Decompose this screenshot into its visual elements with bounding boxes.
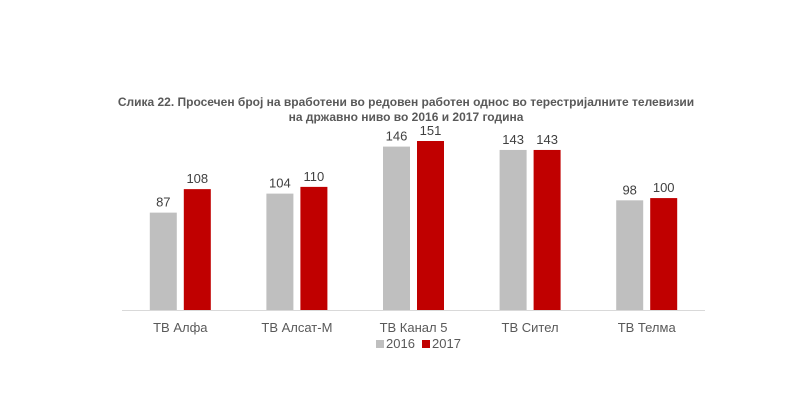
x-tick-label: ТВ Алсат-М (261, 320, 332, 335)
legend-label: 2017 (432, 336, 461, 351)
chart-title: Слика 22. Просечен број на вработени во … (0, 95, 812, 125)
data-label: 146 (386, 129, 408, 144)
bar-2017 (183, 189, 211, 310)
bar-2016 (266, 193, 294, 310)
data-label: 143 (502, 132, 524, 147)
data-label: 151 (420, 123, 442, 138)
bar-2016 (149, 212, 177, 310)
chart-title-line-2: на државно ниво во 2016 и 2017 година (288, 110, 524, 124)
data-label: 108 (186, 171, 208, 186)
data-label: 100 (653, 180, 675, 195)
chart-title-line-1: Слика 22. Просечен број на вработени во … (117, 95, 695, 109)
data-label: 104 (269, 176, 291, 191)
data-label: 98 (622, 182, 636, 197)
legend-swatch-2017 (422, 340, 430, 348)
data-label: 143 (536, 132, 558, 147)
bar-2017 (650, 198, 678, 310)
x-tick-label: ТВ Сител (502, 320, 559, 335)
bar-2017 (417, 141, 444, 310)
x-tick-label: ТВ Телма (618, 320, 677, 335)
bar-2016 (616, 200, 644, 310)
data-label: 110 (304, 169, 325, 184)
bar-2017 (300, 186, 328, 310)
bar-2017 (533, 149, 561, 310)
x-tick-label: ТВ Канал 5 (380, 320, 448, 335)
bar-2016 (499, 149, 527, 310)
data-label: 87 (156, 195, 170, 210)
bar-2016 (383, 146, 410, 310)
legend-swatch-2016 (376, 340, 384, 348)
x-tick-label: ТВ Алфа (153, 320, 208, 335)
legend-label: 2016 (386, 336, 415, 351)
